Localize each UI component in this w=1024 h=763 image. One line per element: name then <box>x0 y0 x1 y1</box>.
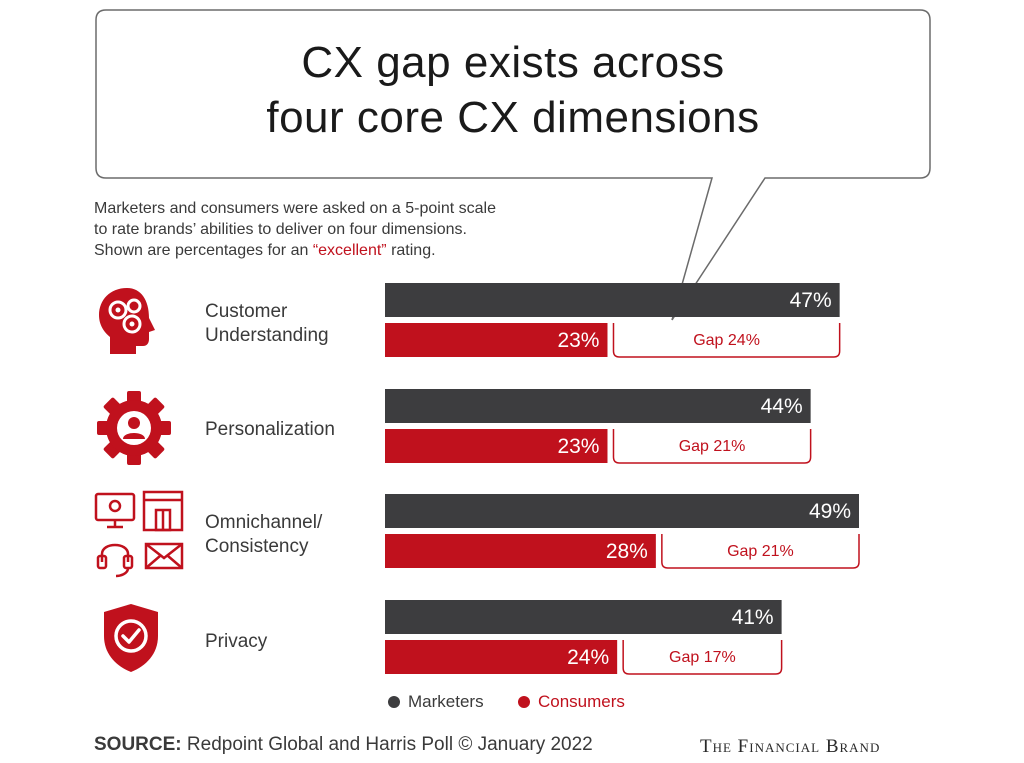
bar-consumers-omnichannel-consistency <box>385 534 656 568</box>
gap-label-personalization: Gap 21% <box>679 438 746 455</box>
category-label-line: Customer <box>205 301 288 322</box>
data-label-consumers-omnichannel-consistency: 28% <box>606 540 648 563</box>
data-label-marketers-omnichannel-consistency: 49% <box>809 500 851 523</box>
gap-label-omnichannel-consistency: Gap 21% <box>727 543 794 560</box>
chart-subtitle: Marketers and consumers were asked on a … <box>94 198 654 261</box>
legend-label-marketers: Marketers <box>408 692 484 711</box>
data-label-marketers-personalization: 44% <box>761 395 803 418</box>
bar-marketers-personalization <box>385 389 811 423</box>
gap-bracket-customer-understanding <box>612 323 841 358</box>
bar-consumers-privacy <box>385 640 618 674</box>
category-label-line: Understanding <box>205 325 329 346</box>
category-label-customer-understanding: Customer Understanding <box>205 300 375 348</box>
legend-swatch-marketers <box>388 696 400 708</box>
gap-label-privacy: Gap 17% <box>669 649 736 666</box>
category-label-line: Omnichannel/ <box>205 512 323 533</box>
legend-label-consumers: Consumers <box>538 692 625 711</box>
bar-consumers-personalization <box>385 429 608 463</box>
data-label-consumers-customer-understanding: 23% <box>557 329 599 352</box>
legend-item-consumers: Consumers <box>518 692 625 712</box>
chart-title-line-2: four core CX dimensions <box>266 93 760 142</box>
category-label-personalization: Personalization <box>205 418 375 442</box>
subtitle-line-3-pre: Shown are percentages for an <box>94 242 313 259</box>
gap-bracket-omnichannel-consistency <box>661 534 860 569</box>
shield-check-icon <box>104 604 158 672</box>
source-text: Redpoint Global and Harris Poll © Januar… <box>186 734 593 755</box>
bar-marketers-omnichannel-consistency <box>385 494 859 528</box>
brand-logo-text: The Financial Brand <box>700 736 881 757</box>
mail-icon <box>144 542 184 570</box>
gear-person-icon <box>97 391 171 465</box>
headset-icon <box>100 543 130 562</box>
legend-swatch-consumers <box>518 696 530 708</box>
source-note: SOURCE: Redpoint Global and Harris Poll … <box>94 734 593 756</box>
legend-item-marketers: Marketers <box>388 692 484 712</box>
category-label-line: Personalization <box>205 419 335 440</box>
data-label-marketers-customer-understanding: 47% <box>790 289 832 312</box>
subtitle-line-3-post: rating. <box>386 242 436 259</box>
subtitle-line-2: to rate brands’ abilities to deliver on … <box>94 221 467 238</box>
omnichannel-icons <box>94 490 184 578</box>
category-label-line: Privacy <box>205 631 268 652</box>
chart-title-line-1: CX gap exists across <box>301 38 725 87</box>
gap-bracket-privacy <box>622 640 783 675</box>
data-label-consumers-privacy: 24% <box>567 646 609 669</box>
brain-gears-icon <box>99 288 155 354</box>
category-label-privacy: Privacy <box>205 630 375 654</box>
gap-label-customer-understanding: Gap 24% <box>693 332 760 349</box>
subtitle-highlight: “excellent” <box>312 242 387 259</box>
category-label-omnichannel: Omnichannel/ Consistency <box>205 511 375 559</box>
subtitle-line-3: Shown are percentages for an “excellent”… <box>94 240 654 261</box>
data-label-consumers-personalization: 23% <box>557 435 599 458</box>
category-label-line: Consistency <box>205 536 309 557</box>
data-label-marketers-privacy: 41% <box>732 606 774 629</box>
source-label: SOURCE: <box>94 734 182 755</box>
bar-marketers-customer-understanding <box>385 283 840 317</box>
speech-bubble-outline <box>95 9 931 321</box>
bar-consumers-customer-understanding <box>385 323 608 357</box>
bar-marketers-privacy <box>385 600 782 634</box>
subtitle-line-1: Marketers and consumers were asked on a … <box>94 200 496 217</box>
gap-bracket-personalization <box>612 429 812 464</box>
speech-bubble <box>95 9 931 321</box>
